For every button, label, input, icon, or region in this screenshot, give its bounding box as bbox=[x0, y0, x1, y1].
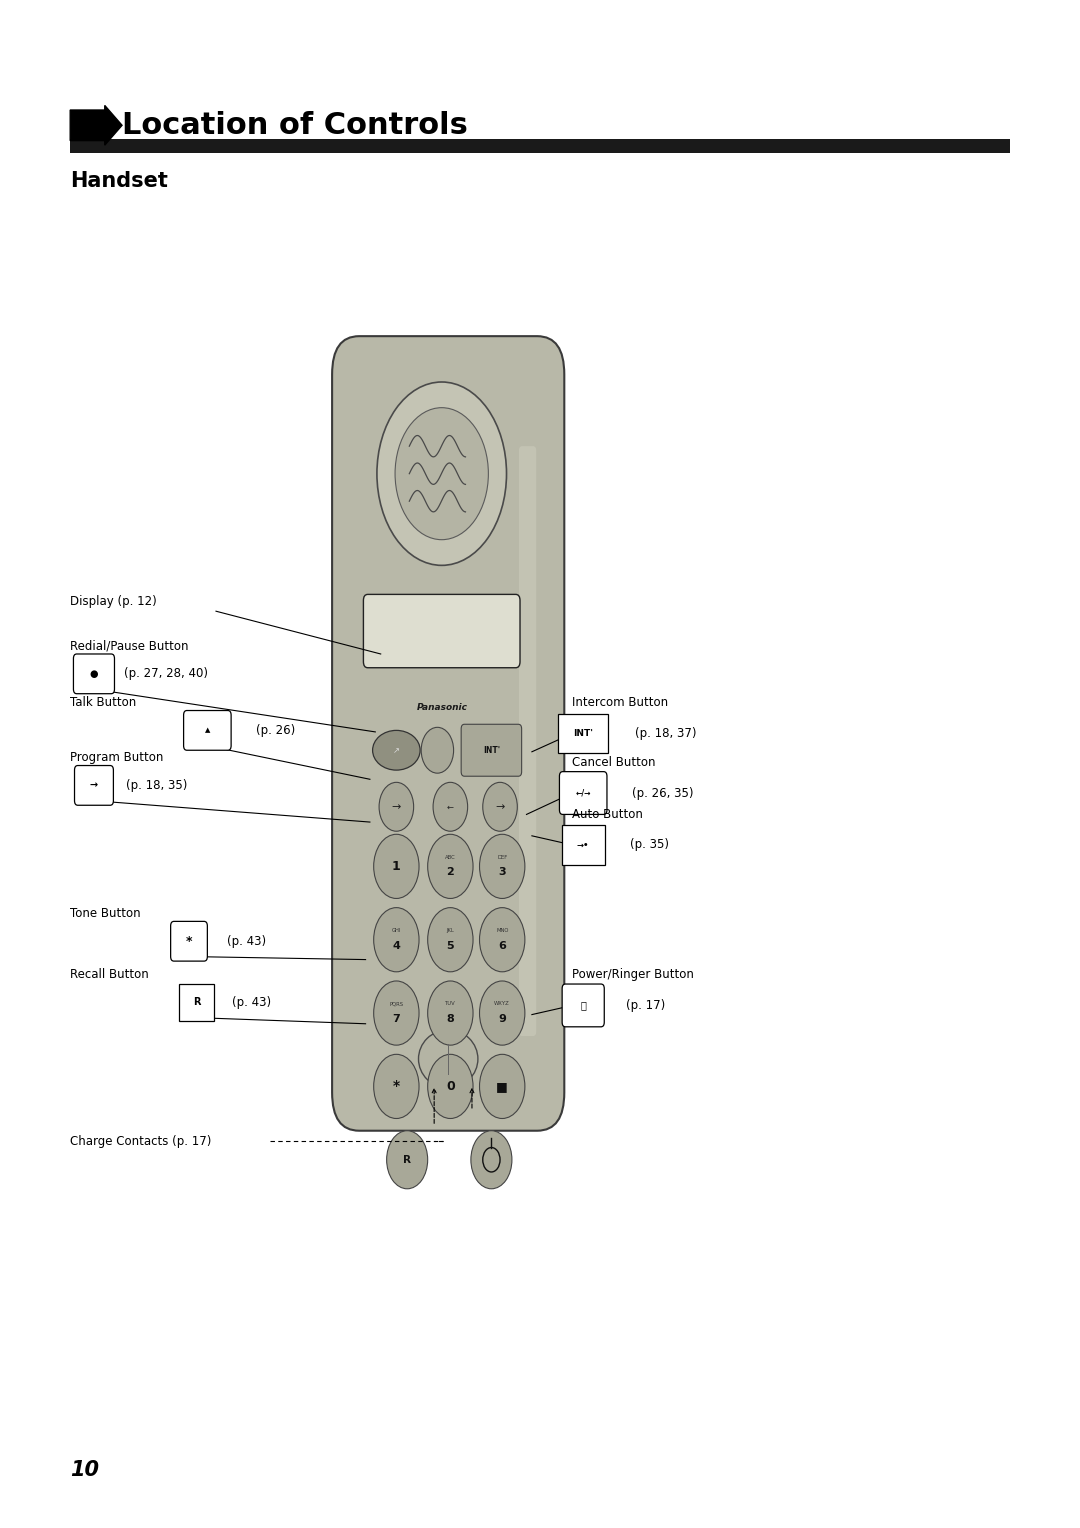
Circle shape bbox=[480, 908, 525, 972]
FancyBboxPatch shape bbox=[179, 984, 214, 1021]
Text: MNO: MNO bbox=[496, 927, 509, 934]
Text: GHI: GHI bbox=[392, 927, 401, 934]
Text: R: R bbox=[403, 1155, 411, 1164]
Text: Power/Ringer Button: Power/Ringer Button bbox=[572, 967, 694, 981]
Circle shape bbox=[428, 834, 473, 898]
Text: Panasonic: Panasonic bbox=[417, 703, 469, 712]
Text: 8: 8 bbox=[446, 1015, 455, 1024]
Text: WXYZ: WXYZ bbox=[495, 1001, 510, 1007]
Circle shape bbox=[483, 782, 517, 831]
Text: *: * bbox=[186, 935, 192, 947]
Text: (p. 27, 28, 40): (p. 27, 28, 40) bbox=[124, 668, 208, 680]
Circle shape bbox=[374, 908, 419, 972]
Text: Recall Button: Recall Button bbox=[70, 967, 149, 981]
Text: ABC: ABC bbox=[445, 854, 456, 860]
Bar bbox=[70, 139, 1010, 153]
Text: JKL: JKL bbox=[446, 927, 455, 934]
Text: →: → bbox=[496, 802, 504, 811]
Text: ●: ● bbox=[90, 669, 98, 678]
Text: Redial/Pause Button: Redial/Pause Button bbox=[70, 639, 189, 652]
Text: 1: 1 bbox=[392, 860, 401, 872]
Circle shape bbox=[428, 1054, 473, 1118]
Circle shape bbox=[428, 908, 473, 972]
Text: Tone Button: Tone Button bbox=[70, 906, 140, 920]
Circle shape bbox=[377, 382, 507, 565]
Text: (p. 35): (p. 35) bbox=[630, 839, 669, 851]
Text: ■: ■ bbox=[497, 1080, 508, 1093]
Circle shape bbox=[374, 834, 419, 898]
Text: 2: 2 bbox=[446, 868, 455, 877]
Ellipse shape bbox=[419, 1030, 477, 1088]
Text: (p. 18, 35): (p. 18, 35) bbox=[126, 779, 188, 792]
FancyBboxPatch shape bbox=[75, 766, 113, 805]
FancyBboxPatch shape bbox=[73, 654, 114, 694]
Circle shape bbox=[374, 981, 419, 1045]
Circle shape bbox=[433, 782, 468, 831]
Text: →•: →• bbox=[577, 840, 590, 850]
Text: (p. 17): (p. 17) bbox=[626, 999, 665, 1012]
Text: INT': INT' bbox=[483, 746, 500, 755]
Circle shape bbox=[480, 834, 525, 898]
FancyBboxPatch shape bbox=[461, 724, 522, 776]
Text: (p. 26, 35): (p. 26, 35) bbox=[632, 787, 693, 799]
FancyArrow shape bbox=[70, 105, 122, 145]
FancyBboxPatch shape bbox=[562, 825, 605, 865]
Text: Talk Button: Talk Button bbox=[70, 695, 136, 709]
Circle shape bbox=[374, 1054, 419, 1118]
Text: TUV: TUV bbox=[445, 1001, 456, 1007]
FancyBboxPatch shape bbox=[559, 772, 607, 814]
Circle shape bbox=[421, 727, 454, 773]
Text: Cancel Button: Cancel Button bbox=[572, 755, 656, 769]
Text: 4: 4 bbox=[392, 941, 401, 950]
FancyBboxPatch shape bbox=[171, 921, 207, 961]
Text: 3: 3 bbox=[498, 868, 507, 877]
Text: (p. 26): (p. 26) bbox=[256, 724, 295, 736]
Circle shape bbox=[480, 1054, 525, 1118]
Text: Handset: Handset bbox=[70, 171, 168, 191]
Text: 5: 5 bbox=[446, 941, 455, 950]
Text: Auto Button: Auto Button bbox=[572, 807, 644, 821]
Text: ←: ← bbox=[447, 802, 454, 811]
FancyBboxPatch shape bbox=[518, 446, 537, 1036]
Text: R: R bbox=[193, 998, 200, 1007]
Circle shape bbox=[428, 981, 473, 1045]
Text: (p. 18, 37): (p. 18, 37) bbox=[635, 727, 697, 740]
Text: 10: 10 bbox=[70, 1459, 99, 1481]
Text: Location of Controls: Location of Controls bbox=[122, 112, 468, 139]
Circle shape bbox=[387, 1131, 428, 1189]
Text: 9: 9 bbox=[498, 1015, 507, 1024]
Text: PQRS: PQRS bbox=[389, 1001, 404, 1007]
FancyBboxPatch shape bbox=[363, 594, 521, 668]
Text: Intercom Button: Intercom Button bbox=[572, 695, 669, 709]
Text: (p. 43): (p. 43) bbox=[232, 996, 271, 1008]
Text: ←/→: ←/→ bbox=[576, 788, 591, 798]
Text: *: * bbox=[393, 1079, 400, 1094]
Text: Ⓞ: Ⓞ bbox=[580, 1001, 586, 1010]
Circle shape bbox=[471, 1131, 512, 1189]
Text: 6: 6 bbox=[498, 941, 507, 950]
Circle shape bbox=[395, 408, 488, 539]
Ellipse shape bbox=[373, 730, 420, 770]
FancyBboxPatch shape bbox=[558, 714, 608, 753]
Text: ▲: ▲ bbox=[205, 727, 210, 733]
Text: Display (p. 12): Display (p. 12) bbox=[70, 594, 157, 608]
Text: ↗: ↗ bbox=[393, 746, 400, 755]
Text: INT': INT' bbox=[573, 729, 593, 738]
FancyBboxPatch shape bbox=[332, 336, 564, 1131]
FancyBboxPatch shape bbox=[563, 984, 605, 1027]
Circle shape bbox=[480, 981, 525, 1045]
Text: Program Button: Program Button bbox=[70, 750, 163, 764]
Text: Charge Contacts (p. 17): Charge Contacts (p. 17) bbox=[70, 1135, 212, 1148]
Text: 0: 0 bbox=[446, 1080, 455, 1093]
Text: DEF: DEF bbox=[497, 854, 508, 860]
Circle shape bbox=[379, 782, 414, 831]
Text: 7: 7 bbox=[392, 1015, 401, 1024]
Text: →: → bbox=[90, 781, 98, 790]
FancyBboxPatch shape bbox=[184, 711, 231, 750]
Text: (p. 43): (p. 43) bbox=[227, 935, 266, 947]
Text: →: → bbox=[392, 802, 401, 811]
